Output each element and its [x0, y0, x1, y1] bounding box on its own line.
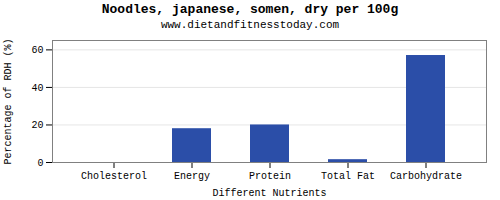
svg-text:20: 20: [31, 120, 43, 131]
html-text:www.dietandfitnesstoday.com: www.dietandfitnesstoday.com: [160, 19, 340, 31]
svg-text:Percentage of RDH (%): Percentage of RDH (%): [3, 38, 14, 164]
svg-text:Different Nutrients: Different Nutrients: [212, 188, 326, 199]
svg-text:Energy: Energy: [174, 171, 210, 182]
svg-text:40: 40: [31, 83, 43, 94]
svg-text:60: 60: [31, 45, 43, 56]
html-text:Noodles, japanese, somen, dry: Noodles, japanese, somen, dry per 100g: [101, 2, 399, 17]
svg-text:Carbohydrate: Carbohydrate: [390, 171, 462, 182]
svg-text:Cholesterol: Cholesterol: [81, 171, 147, 182]
svg-text:Protein: Protein: [249, 171, 291, 182]
svg-text:Total Fat: Total Fat: [321, 171, 375, 182]
svg-text:0: 0: [37, 158, 43, 169]
